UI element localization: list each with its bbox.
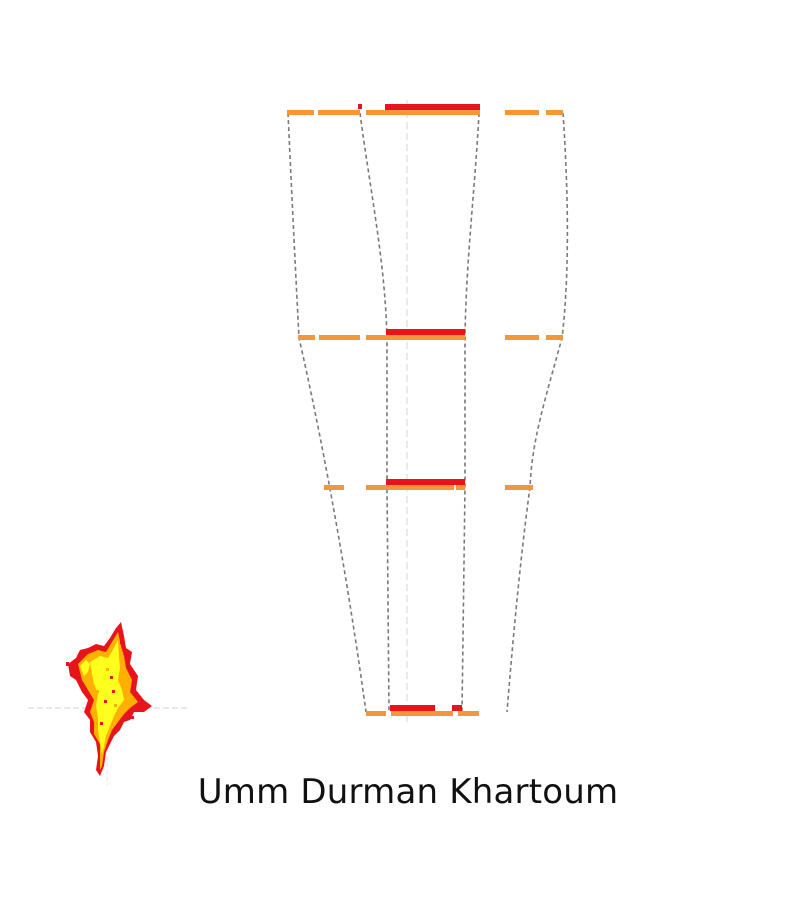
- band-segment: [319, 335, 360, 340]
- band-segment: [287, 110, 314, 115]
- thumb-speck: [120, 640, 124, 644]
- band-segment: [318, 110, 360, 115]
- band-segment: [324, 485, 344, 490]
- thumb-core: [90, 640, 124, 754]
- built-area-bar: [386, 479, 465, 485]
- band-segment: [366, 485, 454, 490]
- thumb-speck: [110, 676, 113, 679]
- band-segment: [391, 711, 453, 716]
- band-segment: [505, 335, 539, 340]
- band-level-4: [366, 705, 479, 716]
- band-segment: [546, 335, 563, 340]
- thumb-speck: [100, 722, 103, 725]
- inner-right-outline: [461, 112, 480, 713]
- band-segment: [458, 711, 479, 716]
- built-area-bar: [386, 329, 465, 335]
- band-segment: [366, 711, 386, 716]
- thumb-speck: [114, 704, 117, 707]
- built-area-speck: [358, 104, 362, 109]
- thumb-speck: [130, 716, 134, 719]
- band-segment: [366, 110, 480, 115]
- built-area-bar: [390, 705, 435, 711]
- band-segment: [505, 110, 539, 115]
- built-area-bar: [385, 104, 480, 110]
- outer-right-outline: [506, 112, 569, 713]
- band-segment: [298, 335, 315, 340]
- inner-left-outline: [359, 112, 390, 713]
- thumb-speck: [96, 690, 99, 693]
- thumb-core-left: [80, 660, 90, 676]
- thumb-speck: [66, 662, 69, 666]
- band-level-3: [324, 479, 533, 490]
- thumb-speck: [112, 690, 115, 693]
- thumb-speck: [104, 700, 107, 703]
- built-area-bar: [452, 705, 462, 711]
- band-segment: [546, 110, 563, 115]
- band-segment: [456, 485, 465, 490]
- band-level-1: [287, 104, 563, 115]
- band-segment: [366, 335, 465, 340]
- city-footprint-map-icon: [28, 622, 188, 785]
- outer-left-outline: [287, 112, 367, 713]
- band-level-2: [298, 329, 563, 340]
- thumb-speck: [106, 668, 109, 671]
- city-title: Umm Durman Khartoum: [197, 772, 619, 812]
- band-segment: [505, 485, 533, 490]
